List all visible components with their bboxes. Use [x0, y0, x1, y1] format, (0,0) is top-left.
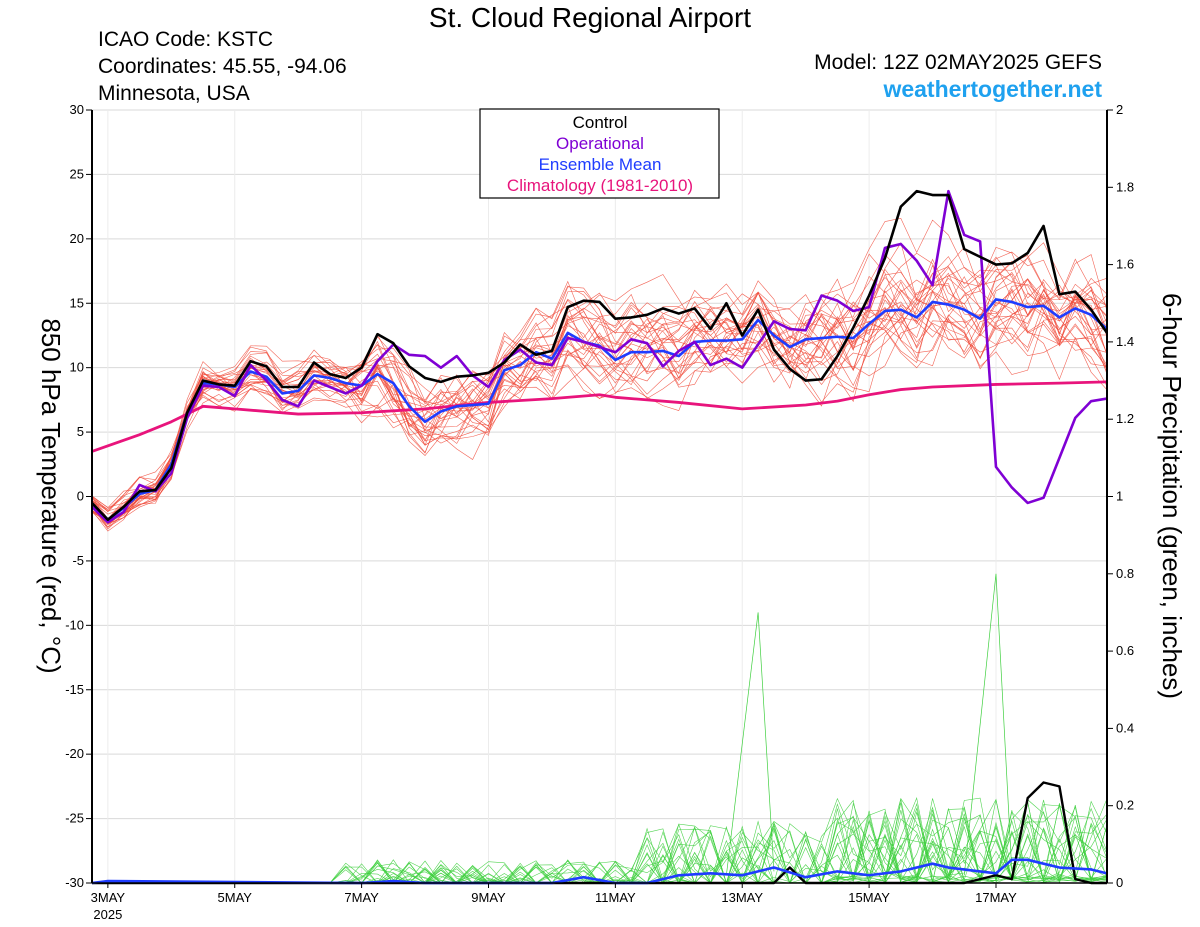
x-tick-label: 11MAY: [595, 890, 636, 905]
y2-tick-label: 0.2: [1116, 798, 1134, 813]
y-axis-title: 850 hPa Temperature (red, °C): [36, 318, 66, 673]
y-tick-label: 0: [77, 489, 84, 504]
temperature-member-line: [91, 277, 1108, 519]
precip-member-spike: [963, 573, 1013, 876]
y-tick-label: -15: [65, 682, 84, 697]
temperature-member-line: [91, 242, 1108, 528]
y2-tick-label: 1.2: [1116, 411, 1134, 426]
gridlines: [92, 109, 1107, 884]
y-tick-label: -25: [65, 811, 84, 826]
temperature-member-line: [91, 289, 1108, 512]
series-operational: [91, 189, 1108, 524]
website-link[interactable]: weathertogether.net: [883, 76, 1102, 102]
precip-member-spike: [726, 612, 775, 876]
y2-tick-label: 0.8: [1116, 566, 1134, 581]
precip-member-line: [92, 799, 1108, 884]
x-tick-label: 13MAY: [721, 890, 763, 905]
tick-labels: 302520151050-5-10-15-20-25-3021.81.61.41…: [65, 102, 1134, 922]
x-tick-label: 9MAY: [471, 890, 506, 905]
x-tick-label: 15MAY: [848, 890, 890, 905]
precip-member-line: [92, 797, 1108, 884]
temperature-member-line: [91, 278, 1108, 521]
y-tick-label: 30: [70, 102, 84, 117]
temperature-member-line: [91, 277, 1108, 522]
precip-member-line: [92, 798, 1108, 884]
y2-axis-title: 6-hour Precipitation (green, inches): [1157, 293, 1187, 699]
y2-tick-label: 1.4: [1116, 334, 1134, 349]
precip-member-line: [92, 798, 1108, 885]
x-tick-sublabel: 2025: [93, 907, 122, 922]
temperature-member-line: [91, 253, 1108, 521]
precip-member-line: [92, 797, 1108, 884]
precip-member-line: [92, 798, 1108, 884]
y2-tick-label: 1.8: [1116, 179, 1134, 194]
y-tick-label: 15: [70, 295, 84, 310]
x-tick-label: 3MAY: [91, 890, 126, 905]
x-tick-label: 7MAY: [344, 890, 379, 905]
y2-tick-label: 0: [1116, 875, 1123, 890]
y-tick-label: -5: [72, 553, 84, 568]
temperature-member-line: [91, 252, 1108, 525]
temperature-member-line: [91, 268, 1108, 524]
temperature-member-line: [91, 292, 1108, 532]
coordinates: Coordinates: 45.55, -94.06: [98, 55, 347, 78]
y2-tick-label: 1: [1116, 489, 1123, 504]
temperature-member-line: [91, 278, 1108, 528]
precip-member-line: [92, 799, 1108, 885]
temperature-member-line: [91, 290, 1108, 523]
y-tick-label: -30: [65, 875, 84, 890]
x-tick-label: 5MAY: [218, 890, 253, 905]
temperature-member-line: [91, 254, 1108, 508]
y2-tick-label: 0.4: [1116, 720, 1134, 735]
temperature-member-line: [91, 271, 1108, 513]
temperature-member-line: [91, 254, 1108, 522]
precip-member-line: [92, 800, 1108, 884]
ensemble-members: [91, 218, 1108, 885]
series-control: [91, 189, 1109, 521]
icao-code: ICAO Code: KSTC: [98, 28, 274, 51]
axes: [86, 109, 1113, 888]
y-tick-label: -10: [65, 617, 84, 632]
legend-control: Control: [573, 113, 628, 132]
y-tick-label: 5: [77, 424, 84, 439]
temperature-member-line: [91, 278, 1108, 524]
series-lines: [91, 189, 1109, 885]
temperature-member-line: [91, 281, 1108, 528]
legend-ensemble-mean: Ensemble Mean: [539, 155, 662, 174]
temperature-member-line: [91, 255, 1108, 521]
y-tick-label: 25: [70, 166, 84, 181]
y-tick-label: -20: [65, 746, 84, 761]
page-title: St. Cloud Regional Airport: [428, 2, 752, 33]
y-tick-label: 20: [70, 231, 84, 246]
legend-climatology: Climatology (1981-2010): [507, 176, 693, 195]
x-tick-label: 17MAY: [975, 890, 1017, 905]
legend-box: [479, 108, 720, 199]
series-control-precipitation: [92, 781, 1107, 885]
y2-tick-label: 2: [1116, 102, 1123, 117]
y-tick-label: 10: [70, 360, 84, 375]
precip-member-line: [92, 796, 1108, 884]
y2-tick-label: 1.6: [1116, 257, 1134, 272]
legend-operational: Operational: [556, 134, 644, 153]
y2-tick-label: 0.6: [1116, 643, 1134, 658]
temperature-member-line: [91, 218, 1108, 515]
legend: Control Operational Ensemble Mean Climat…: [479, 108, 720, 199]
precip-member-line: [92, 799, 1108, 884]
location: Minnesota, USA: [98, 82, 250, 105]
precip-member-line: [92, 799, 1108, 884]
series-climatology-1981-2010: [91, 380, 1108, 453]
temperature-member-line: [91, 256, 1108, 512]
temperature-member-line: [91, 302, 1108, 530]
precip-member-line: [92, 801, 1108, 884]
model-run: Model: 12Z 02MAY2025 GEFS: [814, 51, 1102, 74]
